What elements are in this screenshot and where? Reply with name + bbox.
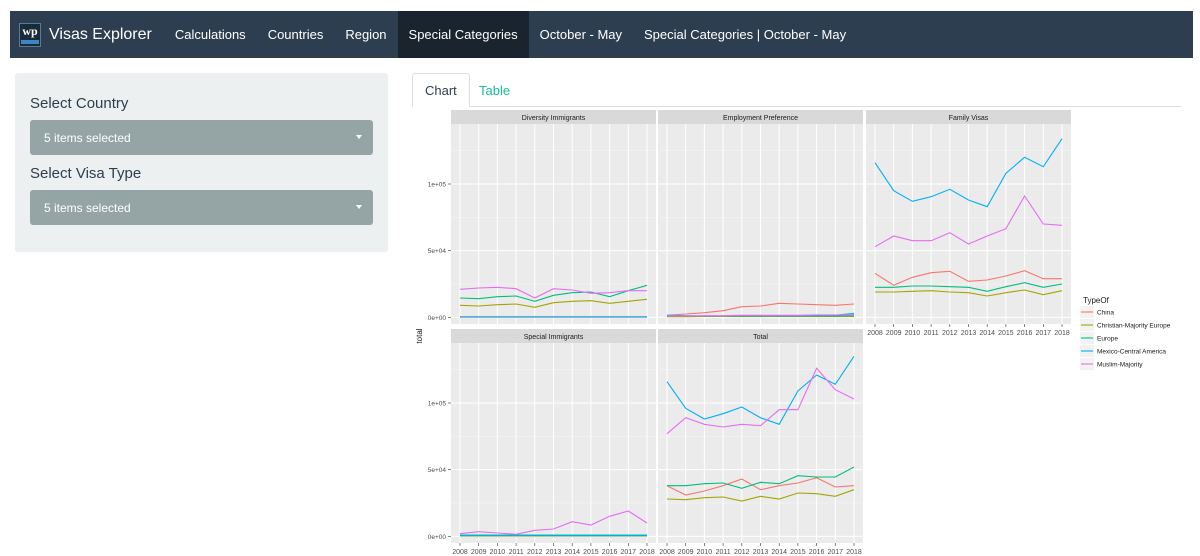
- select-country-label: Select Country: [30, 95, 129, 112]
- x-tick-label: 2013: [546, 549, 562, 556]
- y-tick-label: 1e+05: [428, 401, 447, 408]
- faceted-line-chart: Diversity Immigrants 0e+00 5e+04 1e+05 Emplo…: [415, 110, 1171, 556]
- x-tick-label: 2012: [527, 549, 543, 556]
- x-tick-label: 2018: [639, 549, 655, 556]
- series-line-china: [874, 270, 1062, 286]
- y-tick-label: 0e+00: [428, 534, 447, 541]
- x-tick-label: 2014: [564, 549, 580, 556]
- facet-strip: [658, 110, 863, 124]
- x-tick-label: 2008: [452, 549, 468, 556]
- facet-title: Employment Preference: [723, 115, 798, 122]
- x-tick-label: 2010: [490, 549, 506, 556]
- x-tick-label: 2014: [771, 549, 787, 556]
- series-line-china: [666, 477, 855, 496]
- series-line-muslim-majority: [666, 367, 855, 435]
- tab-bar: Chart Table: [412, 73, 1181, 107]
- x-tick-label: 2011: [716, 549, 731, 556]
- x-tick-label: 2018: [1054, 330, 1070, 337]
- select-visa-type-dropdown[interactable]: 5 items selected: [30, 190, 373, 225]
- legend-entry: China: [1097, 310, 1114, 317]
- series-line-muslim-majority: [459, 510, 648, 535]
- series-line-china: [666, 302, 855, 316]
- x-tick-label: 2012: [734, 549, 750, 556]
- x-tick-label: 2013: [961, 330, 977, 337]
- y-tick-label: 0e+00: [428, 315, 447, 322]
- facet-title: Diversity Immigrants: [522, 115, 586, 122]
- x-tick-label: 2008: [659, 549, 675, 556]
- series-line-europe: [459, 284, 648, 302]
- x-tick-label: 2016: [1017, 330, 1033, 337]
- x-tick-label: 2009: [886, 330, 902, 337]
- series-line-christian-majority-europe: [666, 489, 855, 502]
- facet-strip: [451, 329, 656, 343]
- facet-title: Total: [753, 334, 768, 341]
- x-tick-label: 2010: [697, 549, 713, 556]
- legend-entry: Mexico-Central America: [1097, 349, 1166, 356]
- facet-strip: [451, 110, 656, 124]
- legend-entry: Muslim-Majority: [1097, 362, 1143, 369]
- series-line-muslim-majority: [667, 314, 855, 317]
- facet-strip: [658, 329, 863, 343]
- select-country-dropdown[interactable]: 5 items selected: [30, 120, 373, 155]
- nav-special-categories-october-may[interactable]: Special Categories | October - May: [644, 27, 847, 42]
- legend-title: TypeOf: [1083, 296, 1110, 305]
- series-line-europe: [875, 282, 1063, 292]
- y-tick-label: 1e+05: [428, 182, 447, 189]
- select-visa-type-value: 5 items selected: [44, 200, 131, 215]
- legend-entry: Europe: [1097, 336, 1118, 343]
- x-tick-label: 2018: [846, 549, 862, 556]
- x-tick-label: 2015: [790, 549, 806, 556]
- x-tick-label: 2016: [809, 549, 825, 556]
- y-axis-label: total: [415, 328, 424, 343]
- select-visa-type-label: Select Visa Type: [30, 165, 142, 182]
- nav-region[interactable]: Region: [345, 27, 387, 42]
- brand[interactable]: wp Visas Explorer: [10, 11, 164, 58]
- x-tick-label: 2011: [924, 330, 939, 337]
- wp-logo-icon: wp: [19, 22, 41, 47]
- x-tick-label: 2015: [998, 330, 1014, 337]
- brand-title: Visas Explorer: [49, 25, 152, 43]
- series-line-christian-majority-europe: [875, 289, 1063, 297]
- series-line-mexico-central-america: [666, 355, 855, 425]
- x-tick-label: 2012: [942, 330, 958, 337]
- nav-october-may[interactable]: October - May: [539, 27, 623, 42]
- tab-table[interactable]: Table: [479, 82, 511, 98]
- y-tick-label: 5e+04: [428, 467, 447, 474]
- x-tick-label: 2017: [621, 549, 637, 556]
- x-tick-label: 2017: [1036, 330, 1052, 337]
- x-tick-label: 2009: [471, 549, 487, 556]
- select-country-value: 5 items selected: [44, 130, 131, 145]
- nav-countries[interactable]: Countries: [267, 27, 324, 42]
- series-line-christian-majority-europe: [459, 298, 648, 308]
- x-tick-label: 2015: [583, 549, 599, 556]
- x-tick-label: 2009: [678, 549, 694, 556]
- caret-down-icon: [356, 205, 362, 209]
- tab-chart[interactable]: Chart: [412, 73, 470, 107]
- logo-bar: [21, 39, 39, 44]
- sidebar-panel: Select Country 5 items selected Select V…: [15, 73, 388, 252]
- x-tick-label: 2013: [753, 549, 769, 556]
- caret-down-icon: [356, 135, 362, 139]
- legend-entry: Christian-Majority Europe: [1097, 323, 1171, 330]
- series-line-muslim-majority: [874, 194, 1063, 248]
- logo-text: wp: [22, 23, 38, 38]
- series-line-europe: [667, 466, 855, 489]
- x-tick-label: 2017: [828, 549, 844, 556]
- x-tick-label: 2016: [602, 549, 618, 556]
- series-line-mexico-central-america: [874, 138, 1063, 208]
- x-tick-label: 2011: [509, 549, 524, 556]
- x-tick-label: 2008: [867, 330, 883, 337]
- facet-strip: [866, 110, 1071, 124]
- x-tick-label: 2014: [979, 330, 995, 337]
- facet-title: Family Visas: [949, 115, 989, 122]
- x-tick-label: 2010: [905, 330, 921, 337]
- facet-title: Special Immigrants: [524, 334, 584, 341]
- navbar: wp Visas Explorer Calculations Countries…: [10, 11, 1193, 58]
- y-tick-label: 5e+04: [428, 248, 447, 255]
- nav-calculations[interactable]: Calculations: [174, 27, 246, 42]
- series-line-muslim-majority: [459, 286, 647, 299]
- nav-special-categories[interactable]: Special Categories: [397, 11, 529, 58]
